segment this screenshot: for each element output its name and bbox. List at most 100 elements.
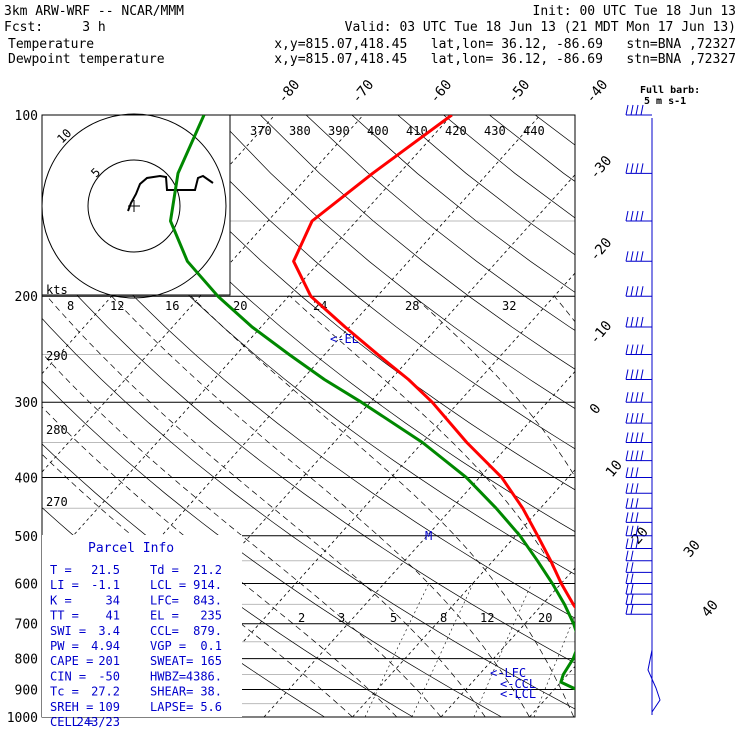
wind-barb-flag [630, 467, 634, 478]
wind-barb-flag [640, 432, 644, 443]
parcel-info-cell: 38. [200, 685, 222, 699]
dry-adiabat [673, 115, 740, 717]
isotherm [618, 115, 740, 717]
wind-barb-flag [630, 550, 634, 561]
parcel-info-cell: -1.1 [91, 578, 120, 592]
temperature-tick-right: 10 [603, 457, 626, 480]
parcel-info-cell: CIN = [50, 669, 86, 683]
wind-barb-flag [625, 413, 629, 424]
dry-adiabat [42, 192, 575, 619]
wind-barb-flag [625, 604, 629, 615]
moist-adiabat [46, 295, 486, 717]
wind-barb-flag [625, 467, 629, 478]
theta-label-top: 380 [289, 124, 311, 138]
isotherm [175, 272, 575, 717]
mixing-ratio-label-lower: 2 [298, 611, 305, 625]
temperature-tick-top: -60 [427, 77, 456, 107]
parcel-info-cell: HWBZ= [150, 669, 186, 683]
mixing-ratio-label-upper: 32 [502, 299, 516, 313]
parcel-info-cell: SHEAR= [150, 685, 193, 699]
pressure-label: 700 [15, 618, 38, 633]
wind-barb-flag [640, 104, 644, 116]
parcel-info-cell: 243/23 [77, 715, 120, 729]
wind-barb-flag [635, 210, 639, 222]
parcel-info-cell: 34 [106, 593, 120, 607]
plot-border [41, 114, 576, 718]
wind-barb-low [647, 649, 661, 713]
temperature-tick-top: -40 [583, 77, 612, 107]
temperature-tick-top: -70 [349, 77, 378, 107]
mixing-ratio-label-upper: kts [46, 283, 68, 297]
theta-label-top: 400 [367, 124, 389, 138]
dry-adiabat [260, 115, 575, 370]
parcel-info-cell: 3.4 [98, 624, 120, 638]
wind-barb-flag [625, 392, 629, 403]
dry-adiabat [351, 115, 575, 293]
wind-barb-flag [630, 163, 634, 174]
wind-barb-flag [630, 104, 634, 116]
pressure-label: 900 [15, 683, 38, 698]
parcel-info-box: Parcel Info T = 21.5 Td = 21.2 LI = -1.1 LCL =… [42, 535, 242, 729]
parcel-info-cell: 165 [200, 654, 222, 668]
theta-label-top: 430 [484, 124, 506, 138]
temperature-tick-right: 0 [587, 401, 605, 418]
wind-barb-flag [630, 344, 634, 355]
wind-barb-flag [625, 286, 629, 297]
parcel-info-cell: 914. [193, 578, 222, 592]
wind-barb-flag [625, 450, 629, 461]
dry-adiabat [42, 255, 575, 664]
isotherm [352, 469, 575, 717]
moist-adiabat [190, 295, 575, 717]
parcel-info-cell: 4386. [186, 669, 222, 683]
parcel-info-cell: LAPSE= [150, 700, 193, 714]
mixing-ratio-label-lower: 20 [538, 611, 552, 625]
isotherm [263, 370, 575, 717]
mixing-ratio-label-upper: 20 [233, 299, 247, 313]
parcel-info-cell: 21.2 [193, 563, 222, 577]
wind-barb-flag [640, 163, 644, 174]
parcel-info-background [42, 535, 242, 717]
hodograph-trace [127, 174, 214, 212]
wind-barb-flag [635, 392, 639, 403]
wind-barb-flag [635, 432, 639, 443]
wind-barb-flag [635, 467, 639, 478]
isotherm [707, 115, 740, 717]
wind-barb-flag [635, 316, 639, 328]
level-annotation: <-LFC [490, 666, 526, 680]
forecast-hour: Fcst: 3 h [4, 20, 106, 35]
mixing-ratio-label-lower: 5 [390, 611, 397, 625]
wind-barb-flag [640, 251, 644, 262]
wind-barb-flag [635, 413, 639, 424]
wind-barb-flag [625, 104, 629, 116]
wind-barb-flag [630, 538, 634, 549]
wind-barb-flag [640, 344, 644, 355]
parcel-info-cell: CAPE = [50, 654, 93, 668]
parcel-info-cell: -50 [98, 669, 120, 683]
dry-adiabat [168, 115, 575, 450]
parcel-info-cell: PW = [50, 639, 79, 653]
pressure-label: 100 [15, 109, 38, 124]
mixing-ratio-label-lower: 12 [480, 611, 494, 625]
parcel-info-cell: 843. [193, 593, 222, 607]
parcel-info-cell: 5.6 [200, 700, 222, 714]
dry-adiabat [76, 115, 575, 533]
parcel-info-cell: LFC= [150, 593, 179, 607]
dry-adiabat [489, 115, 575, 182]
parcel-info-cell: SWI = [50, 624, 86, 638]
wind-barb-flag [640, 392, 644, 403]
temperature-tick-right: -10 [587, 318, 616, 348]
temperature-location: x,y=815.07,418.45 lat,lon= 36.12, -86.69… [274, 37, 736, 52]
parcel-info-cell: 4.94 [91, 639, 120, 653]
wind-barb-flag [630, 512, 634, 523]
theta-label-top: 420 [445, 124, 467, 138]
init-time: Init: 00 UTC Tue 18 Jun 13 [533, 4, 737, 19]
mixing-ratio-label-upper: 8 [67, 299, 74, 313]
hodograph-ring-inner [87, 159, 181, 253]
mixing-ratio-line [473, 583, 532, 717]
temperature-legend-label: Temperature [8, 37, 94, 52]
barb-header-text: Full barb: [640, 85, 700, 96]
parcel-info-cell: CCL= [150, 624, 179, 638]
dry-adiabat [443, 115, 575, 219]
theta-label-left: 290 [46, 349, 68, 363]
